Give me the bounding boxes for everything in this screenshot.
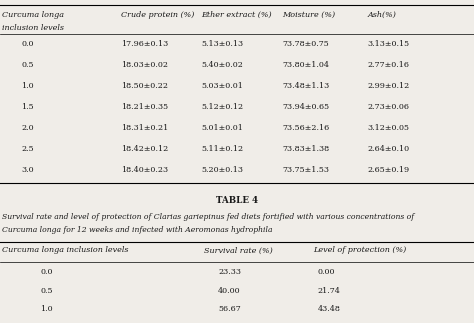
Text: Ash(%): Ash(%) — [367, 11, 396, 19]
Text: 2.0: 2.0 — [21, 124, 34, 132]
Text: 17.96±0.13: 17.96±0.13 — [121, 40, 168, 48]
Text: 2.5: 2.5 — [21, 145, 34, 153]
Text: 2.73±0.06: 2.73±0.06 — [367, 103, 410, 111]
Text: 18.42±0.12: 18.42±0.12 — [121, 145, 168, 153]
Text: Curcuma longa: Curcuma longa — [2, 11, 64, 19]
Text: TABLE 4: TABLE 4 — [216, 196, 258, 205]
Text: Level of protection (%): Level of protection (%) — [313, 246, 406, 255]
Text: 23.33: 23.33 — [218, 268, 241, 276]
Text: Ether extract (%): Ether extract (%) — [201, 11, 272, 19]
Text: 1.5: 1.5 — [21, 103, 34, 111]
Text: 18.31±0.21: 18.31±0.21 — [121, 124, 168, 132]
Text: 18.21±0.35: 18.21±0.35 — [121, 103, 168, 111]
Text: Curcuma longa for 12 weeks and infected with Aeromonas hydrophila: Curcuma longa for 12 weeks and infected … — [2, 226, 273, 234]
Text: 73.48±1.13: 73.48±1.13 — [282, 82, 329, 90]
Text: Moisture (%): Moisture (%) — [282, 11, 335, 19]
Text: 0.5: 0.5 — [40, 287, 53, 295]
Text: 43.48: 43.48 — [318, 305, 340, 313]
Text: Crude protein (%): Crude protein (%) — [121, 11, 194, 19]
Text: 5.11±0.12: 5.11±0.12 — [201, 145, 244, 153]
Text: 2.77±0.16: 2.77±0.16 — [367, 61, 410, 69]
Text: 5.01±0.01: 5.01±0.01 — [201, 124, 243, 132]
Text: 2.65±0.19: 2.65±0.19 — [367, 166, 410, 174]
Text: 40.00: 40.00 — [218, 287, 241, 295]
Text: 73.75±1.53: 73.75±1.53 — [282, 166, 329, 174]
Text: 56.67: 56.67 — [218, 305, 241, 313]
Text: inclusion levels: inclusion levels — [2, 24, 64, 32]
Text: 0.0: 0.0 — [21, 40, 34, 48]
Text: 3.0: 3.0 — [21, 166, 34, 174]
Text: 18.03±0.02: 18.03±0.02 — [121, 61, 168, 69]
Text: 18.50±0.22: 18.50±0.22 — [121, 82, 168, 90]
Text: 73.78±0.75: 73.78±0.75 — [282, 40, 329, 48]
Text: 1.0: 1.0 — [40, 305, 53, 313]
Text: 21.74: 21.74 — [318, 287, 340, 295]
Text: 73.80±1.04: 73.80±1.04 — [282, 61, 329, 69]
Text: 2.64±0.10: 2.64±0.10 — [367, 145, 410, 153]
Text: 5.03±0.01: 5.03±0.01 — [201, 82, 243, 90]
Text: Curcuma longa inclusion levels: Curcuma longa inclusion levels — [2, 246, 129, 255]
Text: 0.5: 0.5 — [21, 61, 34, 69]
Text: Survival rate (%): Survival rate (%) — [204, 246, 273, 255]
Text: 73.56±2.16: 73.56±2.16 — [282, 124, 329, 132]
Text: 18.40±0.23: 18.40±0.23 — [121, 166, 168, 174]
Text: 5.13±0.13: 5.13±0.13 — [201, 40, 244, 48]
Text: 5.40±0.02: 5.40±0.02 — [201, 61, 243, 69]
Text: 5.20±0.13: 5.20±0.13 — [201, 166, 244, 174]
Text: 1.0: 1.0 — [21, 82, 34, 90]
Text: 73.83±1.38: 73.83±1.38 — [282, 145, 329, 153]
Text: 0.0: 0.0 — [40, 268, 53, 276]
Text: Survival rate and level of protection of Clarias gariepinus fed diets fortified : Survival rate and level of protection of… — [2, 213, 414, 221]
Text: 5.12±0.12: 5.12±0.12 — [201, 103, 244, 111]
Text: 73.94±0.65: 73.94±0.65 — [282, 103, 329, 111]
Text: 3.13±0.15: 3.13±0.15 — [367, 40, 410, 48]
Text: 0.00: 0.00 — [318, 268, 335, 276]
Text: 2.99±0.12: 2.99±0.12 — [367, 82, 410, 90]
Text: 3.12±0.05: 3.12±0.05 — [367, 124, 410, 132]
